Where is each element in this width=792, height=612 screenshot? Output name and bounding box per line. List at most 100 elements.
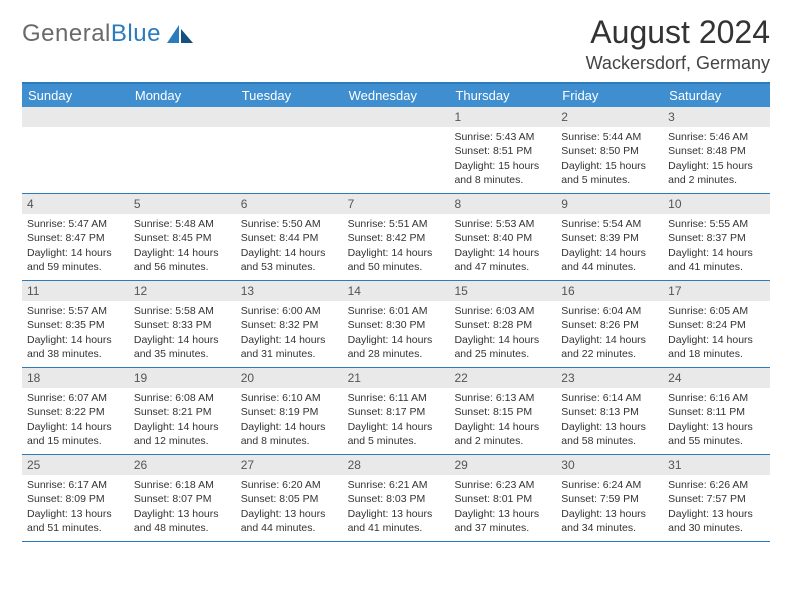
daylight-text: Daylight: 14 hours and 5 minutes.: [348, 420, 445, 448]
sunrise-text: Sunrise: 5:58 AM: [134, 304, 231, 318]
sunset-text: Sunset: 8:05 PM: [241, 492, 338, 506]
day-cell: 10Sunrise: 5:55 AMSunset: 8:37 PMDayligh…: [663, 194, 770, 280]
daylight-text: Daylight: 15 hours and 5 minutes.: [561, 159, 658, 187]
daylight-text: Daylight: 14 hours and 2 minutes.: [454, 420, 551, 448]
daylight-text: Daylight: 14 hours and 38 minutes.: [27, 333, 124, 361]
sunset-text: Sunset: 8:24 PM: [668, 318, 765, 332]
day-body: Sunrise: 6:17 AMSunset: 8:09 PMDaylight:…: [22, 475, 129, 541]
day-body: Sunrise: 5:43 AMSunset: 8:51 PMDaylight:…: [449, 127, 556, 193]
daylight-text: Daylight: 14 hours and 41 minutes.: [668, 246, 765, 274]
day-number: 17: [663, 281, 770, 301]
sunrise-text: Sunrise: 6:10 AM: [241, 391, 338, 405]
daylight-text: Daylight: 14 hours and 53 minutes.: [241, 246, 338, 274]
day-body: Sunrise: 6:21 AMSunset: 8:03 PMDaylight:…: [343, 475, 450, 541]
day-body: Sunrise: 6:20 AMSunset: 8:05 PMDaylight:…: [236, 475, 343, 541]
sunset-text: Sunset: 8:13 PM: [561, 405, 658, 419]
sunrise-text: Sunrise: 5:50 AM: [241, 217, 338, 231]
day-cell: 20Sunrise: 6:10 AMSunset: 8:19 PMDayligh…: [236, 368, 343, 454]
sunrise-text: Sunrise: 6:03 AM: [454, 304, 551, 318]
day-number: 24: [663, 368, 770, 388]
sunset-text: Sunset: 8:39 PM: [561, 231, 658, 245]
day-cell: 7Sunrise: 5:51 AMSunset: 8:42 PMDaylight…: [343, 194, 450, 280]
day-body: Sunrise: 6:26 AMSunset: 7:57 PMDaylight:…: [663, 475, 770, 541]
sunset-text: Sunset: 8:48 PM: [668, 144, 765, 158]
empty-day-bar: [129, 107, 236, 127]
day-header-wednesday: Wednesday: [343, 84, 450, 107]
sunset-text: Sunset: 8:17 PM: [348, 405, 445, 419]
day-number: 21: [343, 368, 450, 388]
sunset-text: Sunset: 8:07 PM: [134, 492, 231, 506]
sunrise-text: Sunrise: 6:14 AM: [561, 391, 658, 405]
daylight-text: Daylight: 13 hours and 37 minutes.: [454, 507, 551, 535]
logo-text-blue: Blue: [111, 20, 161, 47]
sunrise-text: Sunrise: 6:13 AM: [454, 391, 551, 405]
day-cell: [236, 107, 343, 193]
day-body: Sunrise: 6:11 AMSunset: 8:17 PMDaylight:…: [343, 388, 450, 454]
sunset-text: Sunset: 8:30 PM: [348, 318, 445, 332]
empty-day-bar: [22, 107, 129, 127]
day-number: 2: [556, 107, 663, 127]
day-body: Sunrise: 5:47 AMSunset: 8:47 PMDaylight:…: [22, 214, 129, 280]
sunrise-text: Sunrise: 6:04 AM: [561, 304, 658, 318]
daylight-text: Daylight: 14 hours and 15 minutes.: [27, 420, 124, 448]
sunset-text: Sunset: 8:22 PM: [27, 405, 124, 419]
day-body: Sunrise: 6:01 AMSunset: 8:30 PMDaylight:…: [343, 301, 450, 367]
day-body: Sunrise: 6:14 AMSunset: 8:13 PMDaylight:…: [556, 388, 663, 454]
sunrise-text: Sunrise: 6:00 AM: [241, 304, 338, 318]
sunset-text: Sunset: 8:33 PM: [134, 318, 231, 332]
daylight-text: Daylight: 14 hours and 25 minutes.: [454, 333, 551, 361]
day-cell: 21Sunrise: 6:11 AMSunset: 8:17 PMDayligh…: [343, 368, 450, 454]
daylight-text: Daylight: 14 hours and 47 minutes.: [454, 246, 551, 274]
daylight-text: Daylight: 15 hours and 8 minutes.: [454, 159, 551, 187]
sunset-text: Sunset: 8:42 PM: [348, 231, 445, 245]
day-number: 18: [22, 368, 129, 388]
day-cell: 27Sunrise: 6:20 AMSunset: 8:05 PMDayligh…: [236, 455, 343, 541]
day-body: Sunrise: 6:23 AMSunset: 8:01 PMDaylight:…: [449, 475, 556, 541]
sunrise-text: Sunrise: 6:08 AM: [134, 391, 231, 405]
day-header-monday: Monday: [129, 84, 236, 107]
day-number: 30: [556, 455, 663, 475]
day-body: Sunrise: 6:03 AMSunset: 8:28 PMDaylight:…: [449, 301, 556, 367]
daylight-text: Daylight: 13 hours and 34 minutes.: [561, 507, 658, 535]
daylight-text: Daylight: 14 hours and 22 minutes.: [561, 333, 658, 361]
day-number: 15: [449, 281, 556, 301]
sunset-text: Sunset: 8:47 PM: [27, 231, 124, 245]
sunrise-text: Sunrise: 5:51 AM: [348, 217, 445, 231]
day-number: 7: [343, 194, 450, 214]
daylight-text: Daylight: 13 hours and 48 minutes.: [134, 507, 231, 535]
day-number: 23: [556, 368, 663, 388]
day-cell: 17Sunrise: 6:05 AMSunset: 8:24 PMDayligh…: [663, 281, 770, 367]
day-cell: 2Sunrise: 5:44 AMSunset: 8:50 PMDaylight…: [556, 107, 663, 193]
sunset-text: Sunset: 8:51 PM: [454, 144, 551, 158]
sunset-text: Sunset: 8:44 PM: [241, 231, 338, 245]
sunrise-text: Sunrise: 5:43 AM: [454, 130, 551, 144]
logo: GeneralBlue: [22, 20, 195, 48]
day-header-saturday: Saturday: [663, 84, 770, 107]
day-cell: 26Sunrise: 6:18 AMSunset: 8:07 PMDayligh…: [129, 455, 236, 541]
sunset-text: Sunset: 8:19 PM: [241, 405, 338, 419]
day-body: Sunrise: 6:04 AMSunset: 8:26 PMDaylight:…: [556, 301, 663, 367]
day-body: Sunrise: 5:46 AMSunset: 8:48 PMDaylight:…: [663, 127, 770, 193]
day-cell: 8Sunrise: 5:53 AMSunset: 8:40 PMDaylight…: [449, 194, 556, 280]
sunrise-text: Sunrise: 6:16 AM: [668, 391, 765, 405]
day-cell: 1Sunrise: 5:43 AMSunset: 8:51 PMDaylight…: [449, 107, 556, 193]
sunrise-text: Sunrise: 6:17 AM: [27, 478, 124, 492]
day-number: 12: [129, 281, 236, 301]
day-cell: 31Sunrise: 6:26 AMSunset: 7:57 PMDayligh…: [663, 455, 770, 541]
daylight-text: Daylight: 14 hours and 18 minutes.: [668, 333, 765, 361]
calendar: SundayMondayTuesdayWednesdayThursdayFrid…: [22, 82, 770, 542]
sunrise-text: Sunrise: 6:26 AM: [668, 478, 765, 492]
day-number: 11: [22, 281, 129, 301]
sunrise-text: Sunrise: 6:11 AM: [348, 391, 445, 405]
day-body: Sunrise: 5:44 AMSunset: 8:50 PMDaylight:…: [556, 127, 663, 193]
sunset-text: Sunset: 8:28 PM: [454, 318, 551, 332]
day-number: 22: [449, 368, 556, 388]
day-number: 16: [556, 281, 663, 301]
sunrise-text: Sunrise: 5:57 AM: [27, 304, 124, 318]
day-cell: 18Sunrise: 6:07 AMSunset: 8:22 PMDayligh…: [22, 368, 129, 454]
sunrise-text: Sunrise: 5:44 AM: [561, 130, 658, 144]
daylight-text: Daylight: 14 hours and 59 minutes.: [27, 246, 124, 274]
sunrise-text: Sunrise: 6:21 AM: [348, 478, 445, 492]
day-cell: 25Sunrise: 6:17 AMSunset: 8:09 PMDayligh…: [22, 455, 129, 541]
sunrise-text: Sunrise: 6:23 AM: [454, 478, 551, 492]
